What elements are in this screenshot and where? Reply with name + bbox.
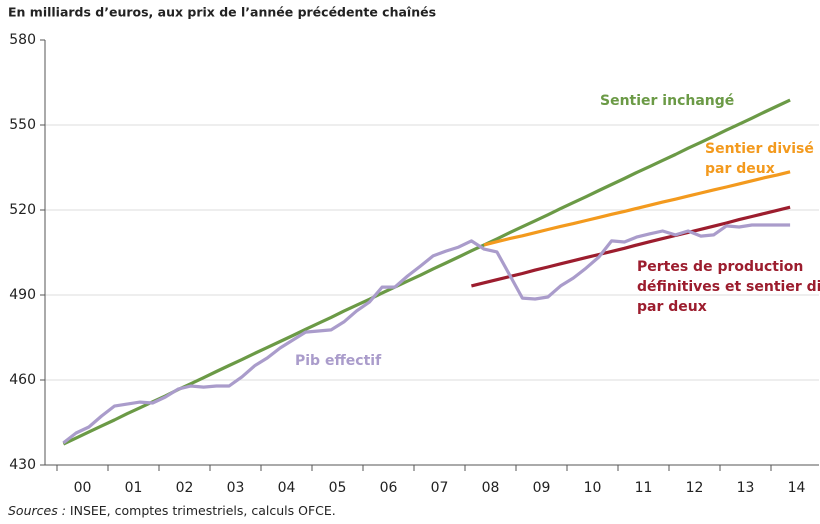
x-tick-label: 03 [227,480,245,496]
source-label: Sources : [8,503,66,518]
source-note: Sources : INSEE, comptes trimestriels, ca… [8,503,336,518]
x-tick-label: 02 [176,480,194,496]
x-tick-label: 14 [788,480,806,496]
series-label-line: Sentier divisé [705,141,814,157]
x-tick-label: 07 [431,480,449,496]
y-tick-label: 580 [9,32,36,48]
x-tick-label: 10 [584,480,602,496]
x-tick-label: 11 [635,480,653,496]
x-tick-label: 01 [125,480,143,496]
chart-subtitle: En milliards d’euros, aux prix de l’anné… [8,5,436,20]
source-text: INSEE, comptes trimestriels, calculs OFC… [70,503,336,518]
series-label-line: par deux [637,299,707,315]
x-tick-label: 08 [482,480,500,496]
y-tick-label: 520 [9,202,36,218]
series-line [471,205,791,288]
x-tick-label: 05 [329,480,347,496]
series-label: Pib effectif [295,353,382,369]
x-tick-label: 04 [278,480,296,496]
x-tick-label: 09 [533,480,551,496]
y-tick-label: 460 [9,372,36,388]
series-line [62,223,791,445]
y-tick-label: 550 [9,117,36,133]
y-tick-label: 490 [9,287,36,303]
series-label: Sentier divisé par deux [705,141,814,177]
x-tick-label: 13 [737,480,755,496]
y-tick-label: 430 [9,457,36,473]
x-tick-label: 06 [380,480,398,496]
series-label: Pertes de production définitives et senti… [637,259,820,315]
series-label-line: par deux [705,161,775,177]
series-label: Sentier inchangé [600,93,734,109]
series-line [483,170,791,247]
x-tick-label: 00 [74,480,92,496]
series-label-line: définitives et sentier divisé [637,279,820,295]
x-tick-label: 12 [686,480,704,496]
series-label-line: Pertes de production [637,259,803,275]
